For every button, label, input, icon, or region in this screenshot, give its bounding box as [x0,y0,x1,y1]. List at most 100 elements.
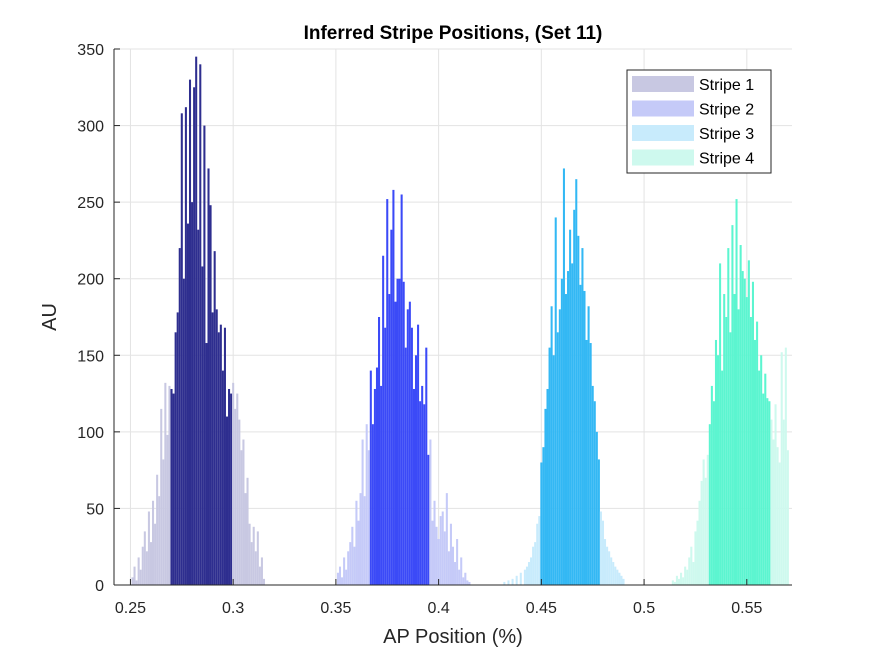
stripe-3-bar [556,332,559,585]
stripe-4-bar [692,562,695,585]
stripe-3-bar [595,431,598,585]
y-tick-label: 200 [77,272,104,289]
stripe-1-bar [143,531,146,585]
stripe-2-bar [394,301,397,585]
stripe-2-bar [406,309,409,585]
stripe-2-bar [351,526,354,585]
stripe-3-bar [587,306,590,585]
stripe-4-bar [778,462,781,585]
stripe-1-bar [242,439,245,585]
stripe-2-bar [365,424,368,585]
stripe-1-bar [195,56,198,585]
legend-swatch [632,100,694,117]
stripe-2-bar [439,516,442,585]
stripe-2-bar [353,546,356,585]
stripe-1-bar [156,474,159,585]
stripe-4-bar [770,419,773,585]
stripe-4-bar [686,569,689,585]
stripe-2-bar [441,511,444,585]
stripe-1-bar [199,64,202,586]
stripe-2-bar [380,385,383,585]
stripe-3-bar [618,572,621,585]
stripe-4-bar [782,419,785,585]
stripe-4-bar [772,439,775,585]
stripe-4-bar [712,401,715,585]
x-tick-label: 0.4 [427,600,449,617]
stripe-4-bar [743,278,746,585]
stripe-4-bar [756,321,759,585]
stripe-1-bar [211,312,214,585]
stripe-1-bar [149,542,153,585]
stripe-1-bar [178,248,181,586]
stripe-2-bar [458,569,461,585]
stripe-2-bar [357,520,360,585]
stripe-3-bar [573,209,576,586]
stripe-1-bar [174,332,177,585]
stripe-1-bar [246,477,249,585]
stripe-2-bar [359,493,362,585]
stripe-4-bar [719,263,722,585]
x-tick-label: 0.3 [222,600,244,617]
stripe-3-bar [579,284,582,585]
stripe-3-bar [593,401,596,585]
stripe-2-bar [402,281,405,585]
legend-label: Stripe 4 [699,151,754,168]
stripe-1-bar [223,327,226,585]
stripe-4-bar [774,404,777,585]
stripe-2-bar [462,577,465,585]
stripe-3-bar [519,572,522,585]
x-tick-label: 0.55 [731,600,762,617]
stripe-3-bar [538,516,541,585]
stripe-1-bar [164,382,167,585]
stripe-1-bar [137,557,140,585]
stripe-3-bar [525,566,528,585]
stripe-4-bar [677,578,681,585]
stripe-1-bar [160,408,163,585]
stripe-3-bar [523,569,526,585]
stripe-1-bar [188,79,192,585]
stripe-3-bar [558,309,561,585]
stripe-3-bar [554,217,557,585]
stripe-2-bar [382,255,385,585]
stripe-1-bar [260,557,263,585]
stripe-2-bar [336,572,339,585]
stripe-1-bar [154,523,157,585]
stripe-3-bar [616,569,619,585]
stripe-1-bar [131,577,134,585]
stripe-4-bar [741,271,744,585]
stripe-2-bar [464,572,467,585]
stripe-1-bar [145,551,148,585]
stripe-2-bar [361,439,364,585]
stripe-2-bar [367,450,370,585]
stripe-3-bar [534,542,537,585]
stripe-1-bar [238,419,241,585]
stripe-4-bar [762,393,765,585]
stripe-3-bar [601,520,605,585]
stripe-2-bar [371,424,374,585]
stripe-3-bar [612,562,615,585]
stripe-3-bar [564,294,568,585]
stripe-4-bar [682,577,685,585]
bars [131,56,789,586]
stripe-4-bar [764,373,767,585]
stripe-4-bar [680,572,683,585]
stripe-1-bar [213,251,216,586]
stripe-4-bar [714,339,718,585]
stripe-2-bar [431,520,434,585]
stripe-1-bar [139,569,142,585]
stripe-1-bar [135,580,138,585]
stripe-3-bar [527,562,531,585]
stripe-2-bar [408,301,411,585]
stripe-4-bar [710,385,713,585]
stripe-2-bar [466,580,469,585]
stripe-4-bar [725,317,728,585]
stripe-2-bar [468,581,471,585]
chart-title: Inferred Stripe Positions, (Set 11) [304,23,603,44]
stripe-2-bar [443,531,446,585]
stripe-1-bar [236,393,239,585]
stripe-1-bar [152,500,155,585]
stripe-2-bar [392,189,395,586]
stripe-2-bar [400,194,403,585]
stripe-1-bar [215,309,218,585]
stripe-4-bar [694,531,697,585]
